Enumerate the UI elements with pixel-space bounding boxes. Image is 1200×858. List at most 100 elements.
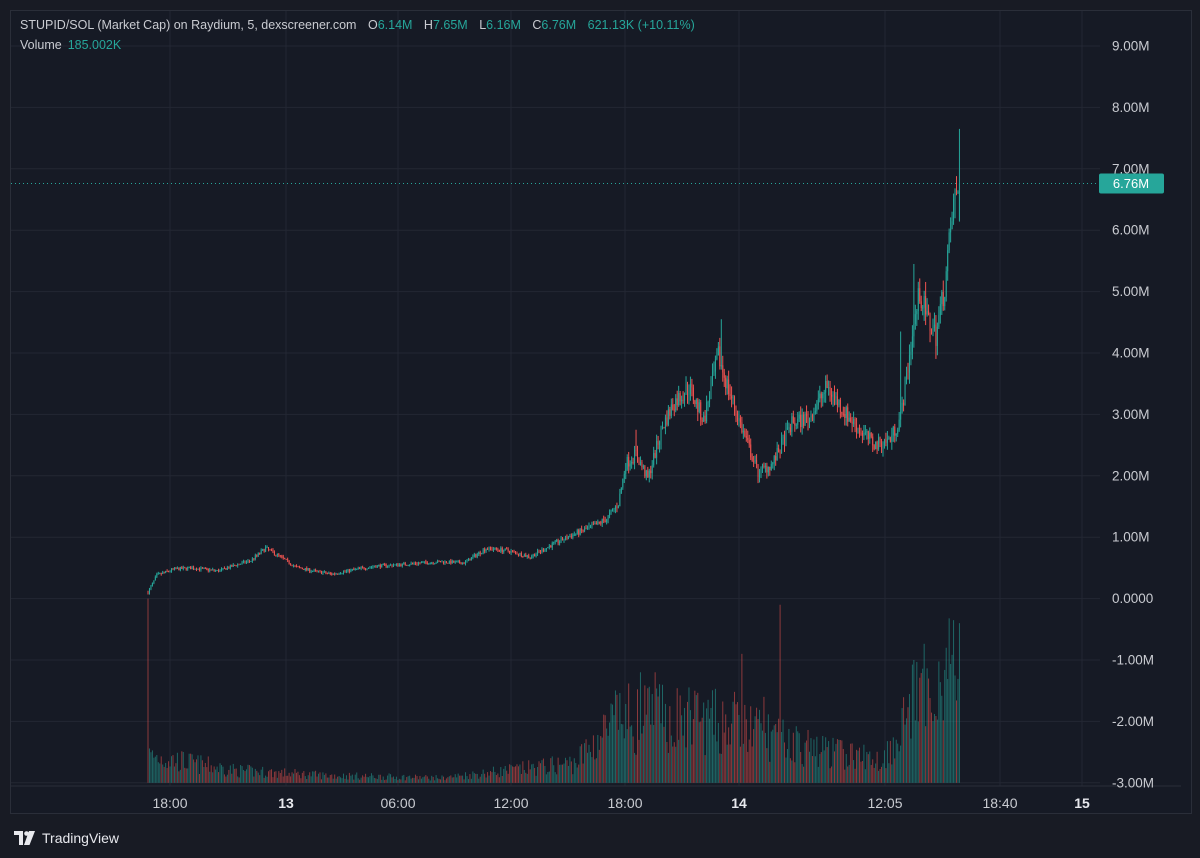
candle[interactable] xyxy=(359,566,361,570)
candle[interactable] xyxy=(664,414,666,435)
candle[interactable] xyxy=(814,403,816,415)
candle[interactable] xyxy=(448,560,450,565)
candle[interactable] xyxy=(666,410,668,427)
candle[interactable] xyxy=(595,521,597,525)
candle[interactable] xyxy=(172,567,174,571)
candle[interactable] xyxy=(320,570,322,575)
candle[interactable] xyxy=(719,337,721,370)
candle[interactable] xyxy=(278,553,280,557)
candle[interactable] xyxy=(160,572,162,576)
candle[interactable] xyxy=(394,564,396,566)
candle[interactable] xyxy=(413,561,415,566)
candle[interactable] xyxy=(537,548,539,556)
candle[interactable] xyxy=(773,455,775,471)
candle[interactable] xyxy=(914,304,916,330)
candle[interactable] xyxy=(888,435,890,440)
candle[interactable] xyxy=(604,516,606,523)
candle[interactable] xyxy=(435,561,437,564)
candle[interactable] xyxy=(240,563,242,565)
candle[interactable] xyxy=(291,564,293,567)
candle[interactable] xyxy=(251,557,253,563)
candle[interactable] xyxy=(513,549,515,553)
candle[interactable] xyxy=(541,547,543,554)
candle[interactable] xyxy=(210,569,212,571)
candle[interactable] xyxy=(667,405,669,427)
candle[interactable] xyxy=(857,427,859,434)
candle[interactable] xyxy=(265,545,267,553)
candle[interactable] xyxy=(553,541,555,545)
candle[interactable] xyxy=(841,411,843,418)
candle[interactable] xyxy=(432,561,434,565)
candle[interactable] xyxy=(484,547,486,554)
candle[interactable] xyxy=(163,571,165,574)
candle[interactable] xyxy=(750,438,752,461)
candle[interactable] xyxy=(169,570,171,573)
candle[interactable] xyxy=(579,528,581,536)
candle[interactable] xyxy=(897,427,899,437)
candle[interactable] xyxy=(778,444,780,453)
candle[interactable] xyxy=(807,411,809,431)
candle[interactable] xyxy=(911,325,913,360)
candle[interactable] xyxy=(241,560,243,565)
candle[interactable] xyxy=(481,552,483,555)
candle[interactable] xyxy=(356,568,358,571)
candle[interactable] xyxy=(559,540,561,546)
candle[interactable] xyxy=(416,562,418,566)
candle[interactable] xyxy=(933,312,935,332)
candle[interactable] xyxy=(725,375,727,396)
candle[interactable] xyxy=(297,565,299,568)
candle[interactable] xyxy=(800,406,802,433)
candle[interactable] xyxy=(447,562,449,564)
candle[interactable] xyxy=(539,549,541,555)
candle[interactable] xyxy=(459,559,461,564)
candle[interactable] xyxy=(528,553,530,559)
candle[interactable] xyxy=(679,390,681,406)
candle[interactable] xyxy=(676,390,678,411)
candle[interactable] xyxy=(353,567,355,571)
candle[interactable] xyxy=(610,509,612,515)
candle[interactable] xyxy=(681,395,683,409)
candle[interactable] xyxy=(517,553,519,557)
candle[interactable] xyxy=(692,384,694,405)
candle[interactable] xyxy=(873,444,875,451)
candle[interactable] xyxy=(534,553,536,557)
candle[interactable] xyxy=(629,460,631,471)
candle[interactable] xyxy=(354,567,356,571)
candle[interactable] xyxy=(816,400,818,415)
candle[interactable] xyxy=(829,380,831,402)
candle[interactable] xyxy=(947,244,949,281)
candle[interactable] xyxy=(856,417,858,439)
candle[interactable] xyxy=(700,399,702,426)
candle[interactable] xyxy=(403,561,405,565)
candle[interactable] xyxy=(298,565,300,569)
candle[interactable] xyxy=(234,564,236,566)
candle[interactable] xyxy=(753,455,755,467)
candle[interactable] xyxy=(684,392,686,407)
candle[interactable] xyxy=(469,558,471,561)
candle[interactable] xyxy=(560,535,562,544)
candle[interactable] xyxy=(523,553,525,557)
candle[interactable] xyxy=(498,549,500,553)
candle[interactable] xyxy=(782,434,784,445)
candle[interactable] xyxy=(204,567,206,570)
candle[interactable] xyxy=(231,564,233,567)
candle[interactable] xyxy=(926,298,928,317)
candle[interactable] xyxy=(404,561,406,566)
candle[interactable] xyxy=(545,547,547,552)
candle[interactable] xyxy=(387,565,389,569)
candle[interactable] xyxy=(697,397,699,422)
candle[interactable] xyxy=(872,433,874,453)
candle[interactable] xyxy=(738,410,740,427)
candle[interactable] xyxy=(886,431,888,450)
candle[interactable] xyxy=(237,563,239,568)
candle[interactable] xyxy=(454,560,456,564)
candle[interactable] xyxy=(651,460,653,480)
candle[interactable] xyxy=(470,557,472,561)
candle[interactable] xyxy=(259,552,261,555)
candle[interactable] xyxy=(720,319,722,370)
candle[interactable] xyxy=(941,289,943,315)
candle[interactable] xyxy=(769,466,771,476)
candle[interactable] xyxy=(226,565,228,571)
candle[interactable] xyxy=(419,562,421,565)
candle[interactable] xyxy=(460,562,462,565)
